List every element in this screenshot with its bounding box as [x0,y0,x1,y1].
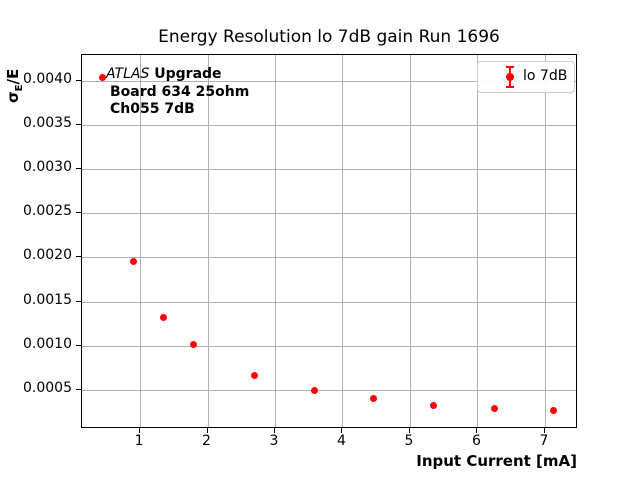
y-gridline [82,169,576,171]
x-tick-label: 5 [404,433,414,449]
y-axis-label-sigma: σ [4,91,22,103]
data-point [250,372,258,380]
errorbar-dot [505,73,514,81]
y-tick-mark [76,212,81,214]
x-tick-label: 6 [471,433,481,449]
annotation-line-1: ATLAS Upgrade [106,66,249,84]
x-gridline [342,55,344,427]
data-point [129,258,137,266]
y-tick-label: 0.0005 [23,380,72,397]
y-gridline [82,257,576,259]
y-tick-label: 0.0040 [23,70,72,87]
data-point [490,405,498,413]
y-tick-label: 0.0010 [23,335,72,352]
x-tick-mark [543,428,545,433]
y-tick-mark [76,344,81,346]
x-gridline [477,55,479,427]
data-point [550,406,558,414]
x-tick-label: 1 [134,433,144,449]
x-tick-label: 2 [202,433,211,449]
x-tick-label: 3 [269,433,279,449]
annotation-line-2: Board 634 25ohm [110,83,250,100]
x-gridline [140,55,142,427]
x-tick-mark [341,428,343,433]
x-tick-mark [408,428,410,433]
x-tick-label: 7 [539,433,549,449]
y-tick-label: 0.0025 [23,203,72,220]
y-tick-label: 0.0020 [23,247,72,264]
chart-title: Energy Resolution lo 7dB gain Run 1696 [158,27,500,47]
y-tick-mark [76,123,81,125]
data-point [370,394,378,402]
y-gridline [82,345,576,347]
data-point [430,401,438,409]
legend-errorbar-marker-icon [505,66,514,88]
y-tick-mark [76,300,81,302]
annotation-block: ATLAS Upgrade Board 634 25ohm Ch055 7dB [106,66,249,119]
x-tick-mark [476,428,478,433]
x-tick-mark [206,428,208,433]
data-point [189,340,197,348]
y-gridline [82,124,576,126]
y-gridline [82,390,576,392]
y-gridline [82,80,576,82]
data-point [160,314,168,322]
x-gridline [275,55,276,427]
data-point [99,73,107,81]
annotation-upgrade: Upgrade [149,66,222,82]
legend-label: lo 7dB [523,68,568,84]
y-tick-label: 0.0030 [23,159,72,176]
y-tick-mark [76,256,81,258]
x-tick-label: 4 [337,433,346,449]
legend: lo 7dB [477,61,575,93]
y-tick-mark [76,168,81,170]
x-gridline [207,55,209,427]
y-tick-mark [76,79,81,81]
x-tick-mark [274,428,275,433]
errorbar-bottom-cap [506,86,514,88]
annotation-atlas: ATLAS [106,66,150,82]
data-point [310,386,318,394]
annotation-line-3: Ch055 7dB [110,101,195,117]
y-gridline [82,213,576,215]
x-tick-mark [139,428,141,433]
y-gridline [82,301,576,303]
x-axis-label: Input Current [mA] [416,452,577,470]
y-tick-label: 0.0015 [23,291,72,308]
y-tick-mark [76,389,81,391]
x-gridline [409,55,411,427]
y-tick-label: 0.0035 [23,114,72,131]
x-gridline [544,55,546,427]
plot-area [81,54,577,428]
